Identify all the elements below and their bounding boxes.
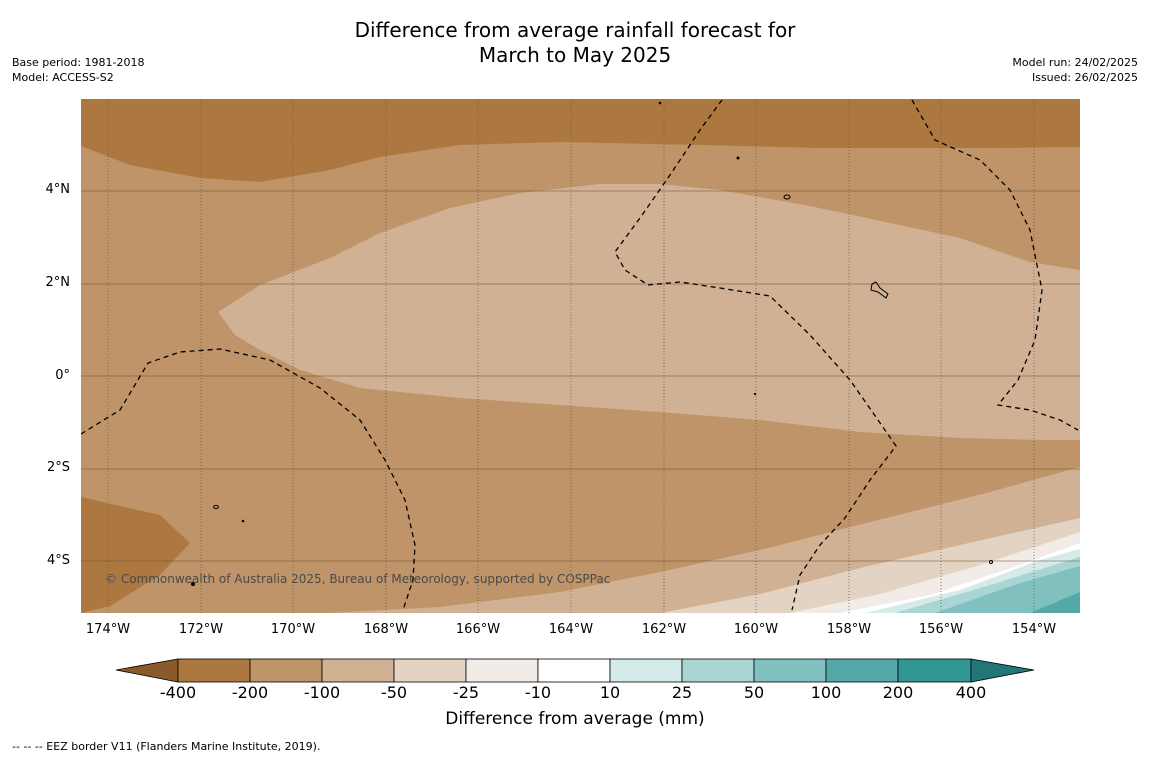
model-run: Model run: 24/02/2025 (1012, 56, 1138, 69)
colorbar-label: Difference from average (mm) (445, 709, 705, 729)
lat-label: 4°N (45, 182, 71, 197)
shade-band-top-dry (81, 99, 1080, 182)
lon-label: 170°W (270, 622, 316, 637)
eez-border-east (911, 99, 1079, 431)
island-icon (783, 194, 791, 200)
base-period: Base period: 1981-2018 (12, 56, 145, 69)
colorbar-under-arrow (115, 658, 179, 683)
rainfall-shading (81, 99, 1080, 613)
colorbar-tick-label: 25 (671, 683, 693, 702)
island-icon (736, 156, 740, 160)
colorbar-tick-label: -100 (303, 683, 341, 702)
island-icon (870, 281, 889, 299)
island-icon (753, 392, 757, 396)
colorbar-segment (465, 658, 539, 683)
issued-date: Issued: 26/02/2025 (1031, 71, 1138, 84)
shade-band-wet-3 (935, 566, 1080, 613)
lat-label: 2°N (45, 275, 71, 290)
title-line-1: Difference from average rainfall forecas… (354, 18, 796, 42)
lon-label: 156°W (918, 622, 964, 637)
colorbar-segment (897, 658, 972, 683)
eez-borders (81, 99, 1079, 611)
island-icon (191, 582, 195, 586)
colorbar-tick-label: -50 (380, 683, 408, 702)
lon-label: 160°W (733, 622, 779, 637)
colorbar-over-arrow (970, 658, 1035, 683)
lat-label: 0° (55, 368, 70, 383)
meta-right: Model run: 24/02/2025 Issued: 26/02/2025 (1012, 55, 1138, 85)
eez-border-west (81, 348, 416, 611)
colorbar-tick-label: 400 (955, 683, 987, 702)
colorbar-segment (393, 658, 467, 683)
island-icon (241, 519, 245, 523)
islands (191, 101, 993, 586)
colorbar-segment (753, 658, 827, 683)
footnote: -- -- -- EEZ border V11 (Flanders Marine… (12, 740, 321, 753)
lon-label: 158°W (826, 622, 872, 637)
model-name: Model: ACCESS-S2 (12, 71, 114, 84)
lat-label: 4°S (46, 553, 70, 568)
lon-label: 154°W (1011, 622, 1057, 637)
colorbar-tick-label: 50 (743, 683, 765, 702)
lat-gridlines (81, 190, 1080, 562)
colorbar-segment (609, 658, 683, 683)
colorbar-tick-label: 10 (599, 683, 621, 702)
map-credit: © Commonwealth of Australia 2025, Bureau… (105, 572, 611, 586)
lon-label: 172°W (178, 622, 224, 637)
island-icon (989, 560, 993, 564)
colorbar-segment (537, 658, 611, 683)
lon-label: 164°W (548, 622, 594, 637)
colorbar-tick-label: -200 (231, 683, 269, 702)
colorbar-tick-label: -10 (524, 683, 552, 702)
colorbar-segment (681, 658, 755, 683)
colorbar-tick-label: 100 (810, 683, 842, 702)
colorbar-segment (177, 658, 251, 683)
title-line-2: March to May 2025 (478, 43, 672, 67)
lon-label: 162°W (641, 622, 687, 637)
lat-label: 2°S (46, 460, 70, 475)
island-icon (213, 505, 219, 509)
lon-label: 174°W (85, 622, 131, 637)
shade-band-wet-4 (1030, 592, 1080, 613)
colorbar-tick-label: -25 (452, 683, 480, 702)
eez-border-central (614, 99, 897, 611)
page-title: Difference from average rainfall forecas… (0, 18, 1150, 68)
meta-left: Base period: 1981-2018 Model: ACCESS-S2 (12, 55, 144, 85)
colorbar-segment (249, 658, 323, 683)
colorbar-segment (321, 658, 395, 683)
island-icon (658, 101, 662, 105)
colorbar (115, 658, 1035, 683)
colorbar-tick-label: 200 (882, 683, 914, 702)
colorbar-tick-label: -400 (159, 683, 197, 702)
lon-label: 168°W (363, 622, 409, 637)
lon-label: 166°W (455, 622, 501, 637)
colorbar-segment (825, 658, 899, 683)
